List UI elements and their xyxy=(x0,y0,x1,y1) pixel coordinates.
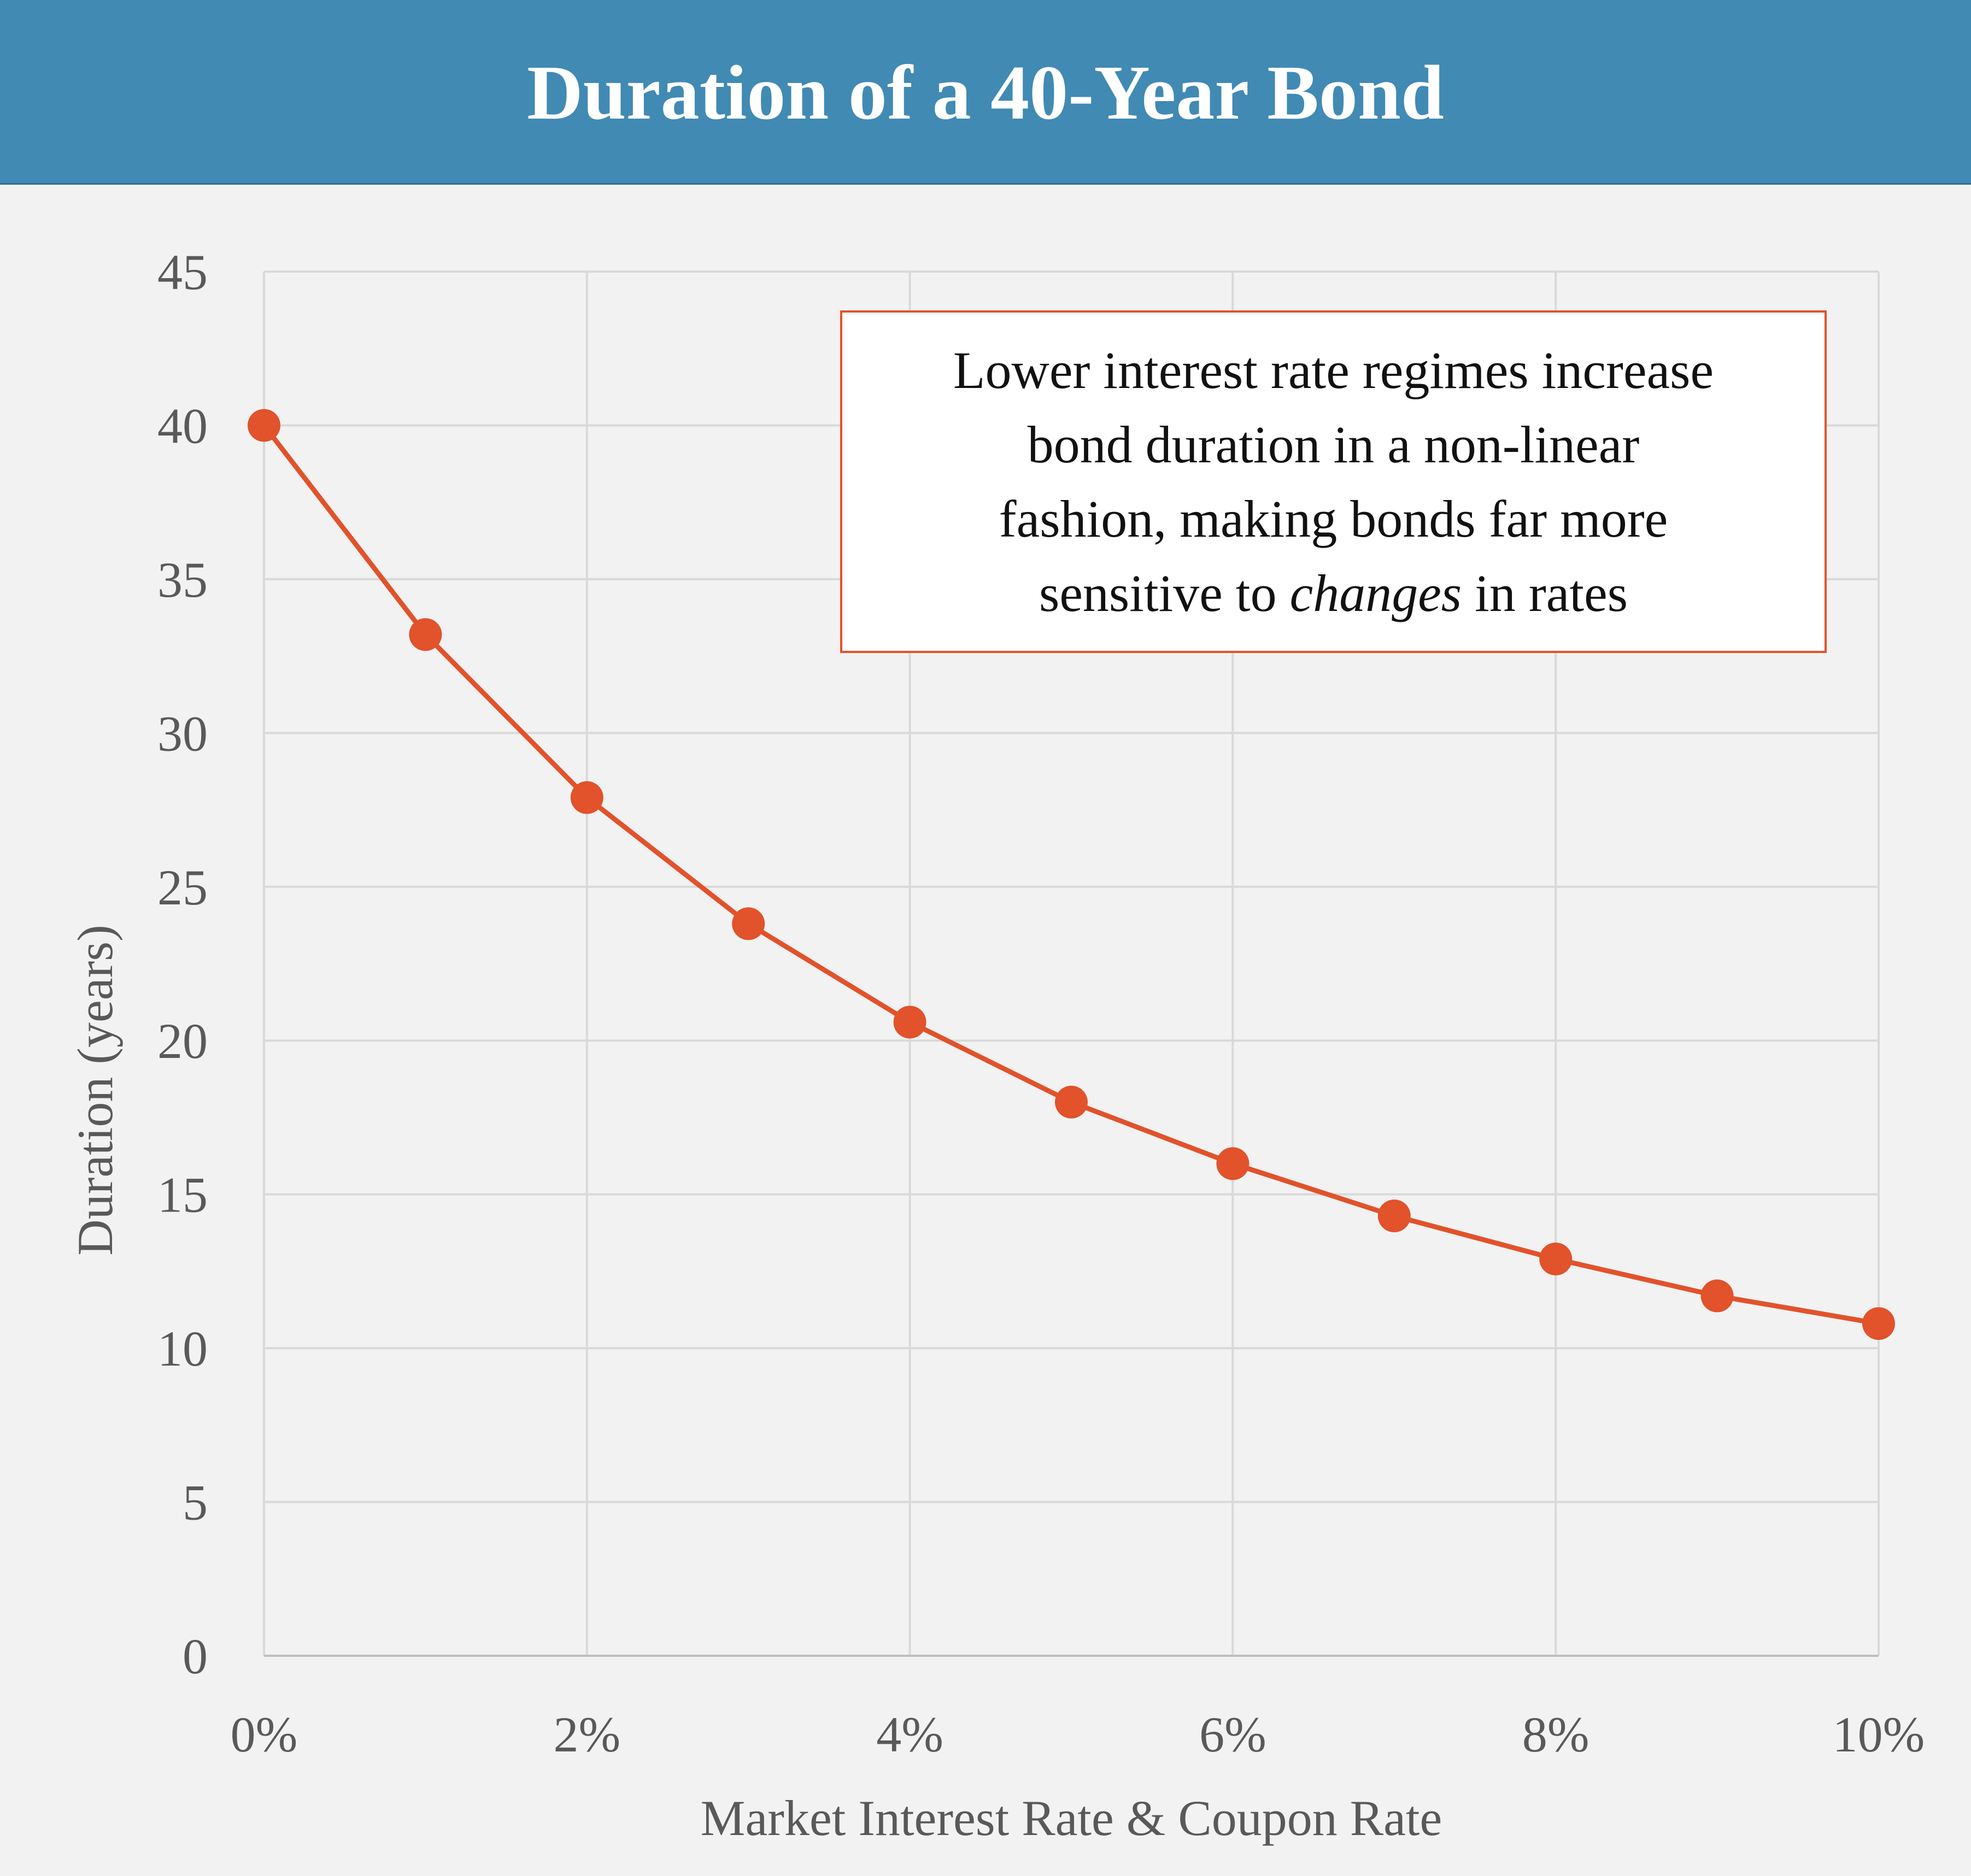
y-tick-label: 15 xyxy=(157,1167,208,1223)
y-tick-label: 10 xyxy=(157,1321,208,1377)
y-tick-label: 20 xyxy=(157,1013,208,1069)
data-point xyxy=(1700,1279,1734,1313)
y-tick-label: 40 xyxy=(157,398,208,454)
data-point xyxy=(1539,1242,1573,1275)
y-tick-label: 45 xyxy=(157,244,208,300)
data-point xyxy=(1862,1307,1895,1340)
tick-labels: 0 5 10 15 20 25 30 35 40 45 0% 2% 4% 6% 8% 10% xyxy=(157,244,1925,1762)
annotation-line: sensitive to changes in rates xyxy=(1039,556,1628,631)
annotation-text: in rates xyxy=(1462,563,1628,622)
y-tick-label: 5 xyxy=(183,1475,208,1531)
data-point xyxy=(893,1005,926,1039)
annotation-emphasis: changes xyxy=(1289,563,1462,622)
data-point xyxy=(1377,1199,1411,1233)
chart-title: Duration of a 40-Year Bond xyxy=(527,49,1444,136)
annotation-line: fashion, making bonds far more xyxy=(999,489,1668,548)
data-point xyxy=(1216,1147,1250,1180)
y-tick-label: 0 xyxy=(183,1628,208,1684)
data-point xyxy=(732,907,765,940)
annotation-text: sensitive to xyxy=(1039,563,1290,622)
data-point xyxy=(1055,1085,1088,1119)
y-axis-title: Duration (years) xyxy=(67,925,123,1255)
x-tick-label: 2% xyxy=(553,1707,620,1762)
data-point xyxy=(570,781,603,814)
y-tick-label: 30 xyxy=(157,705,208,761)
x-tick-label: 4% xyxy=(876,1707,943,1762)
data-point xyxy=(409,618,442,651)
data-series xyxy=(248,409,1895,1340)
x-tick-label: 0% xyxy=(231,1707,298,1762)
annotation-box: Lower interest rate regimes increase bon… xyxy=(840,310,1827,653)
data-point xyxy=(248,409,280,442)
annotation-line: Lower interest rate regimes increase xyxy=(953,340,1714,399)
y-tick-label: 35 xyxy=(157,552,208,608)
y-tick-label: 25 xyxy=(157,860,208,915)
x-tick-label: 10% xyxy=(1833,1707,1925,1762)
x-tick-label: 8% xyxy=(1522,1707,1589,1762)
x-axis-title: Market Interest Rate & Coupon Rate xyxy=(701,1790,1442,1846)
x-tick-label: 6% xyxy=(1199,1707,1266,1762)
annotation-line: bond duration in a non-linear xyxy=(1027,415,1640,474)
title-banner: Duration of a 40-Year Bond xyxy=(0,0,1971,185)
